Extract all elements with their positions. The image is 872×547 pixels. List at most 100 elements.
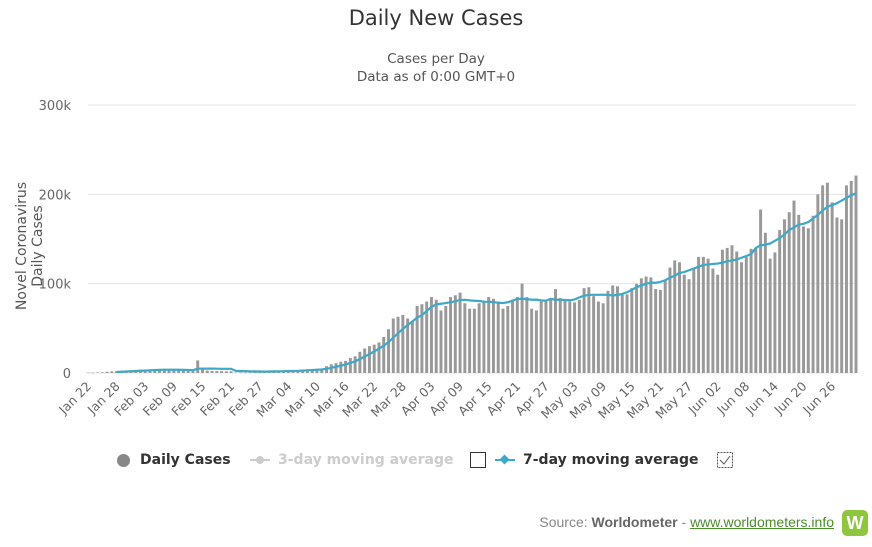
daily-cases-bar[interactable]: [582, 288, 586, 373]
daily-cases-bar[interactable]: [616, 286, 619, 373]
daily-cases-bar[interactable]: [506, 306, 510, 373]
daily-cases-bar[interactable]: [549, 297, 553, 373]
daily-cases-bar[interactable]: [830, 202, 834, 373]
daily-cases-bar[interactable]: [320, 368, 324, 373]
daily-cases-bar[interactable]: [224, 371, 228, 373]
daily-cases-bar[interactable]: [577, 299, 581, 373]
daily-cases-bar[interactable]: [701, 256, 705, 373]
daily-cases-bar[interactable]: [396, 316, 400, 373]
daily-cases-bar[interactable]: [100, 372, 104, 373]
daily-cases-bar[interactable]: [487, 297, 491, 373]
daily-cases-bar[interactable]: [534, 310, 538, 373]
daily-cases-bar[interactable]: [706, 258, 710, 373]
daily-cases-bar[interactable]: [711, 268, 715, 373]
daily-cases-bar[interactable]: [391, 318, 395, 373]
daily-cases-bar[interactable]: [792, 200, 796, 373]
legend-7day-checkbox[interactable]: [717, 452, 734, 469]
daily-cases-bar[interactable]: [606, 290, 610, 373]
daily-cases-bar[interactable]: [754, 247, 758, 373]
daily-cases-bar[interactable]: [172, 370, 176, 373]
daily-cases-bar[interactable]: [415, 306, 419, 373]
daily-cases-bar[interactable]: [472, 308, 476, 373]
daily-cases-bar[interactable]: [654, 289, 658, 373]
daily-cases-bar[interactable]: [229, 371, 233, 373]
daily-cases-bar[interactable]: [821, 185, 825, 373]
daily-cases-bar[interactable]: [425, 301, 429, 373]
daily-cases-bar[interactable]: [644, 276, 648, 373]
daily-cases-bar[interactable]: [186, 370, 190, 373]
daily-cases-bar[interactable]: [153, 369, 157, 373]
daily-cases-bar[interactable]: [720, 249, 724, 373]
daily-cases-bar[interactable]: [210, 371, 214, 373]
daily-cases-bar[interactable]: [334, 363, 338, 373]
daily-cases-bar[interactable]: [201, 368, 204, 373]
daily-cases-bar[interactable]: [177, 369, 181, 373]
daily-cases-bar[interactable]: [592, 296, 596, 373]
daily-cases-bar[interactable]: [453, 295, 457, 373]
daily-cases-bar[interactable]: [525, 297, 529, 373]
daily-cases-bar[interactable]: [449, 297, 453, 373]
daily-cases-bar[interactable]: [191, 371, 195, 373]
daily-cases-bar[interactable]: [663, 280, 667, 373]
daily-cases-bar[interactable]: [553, 289, 557, 373]
daily-cases-bar[interactable]: [234, 372, 238, 374]
daily-cases-bar[interactable]: [730, 245, 734, 373]
daily-cases-bar[interactable]: [344, 360, 348, 373]
daily-cases-bar[interactable]: [243, 372, 247, 374]
daily-cases-bar[interactable]: [635, 283, 639, 373]
daily-cases-bar[interactable]: [773, 252, 777, 373]
daily-cases-bar[interactable]: [682, 274, 686, 373]
daily-cases-bar[interactable]: [181, 370, 185, 373]
daily-cases-bar[interactable]: [763, 232, 767, 373]
daily-cases-bar[interactable]: [787, 212, 791, 373]
daily-cases-bar[interactable]: [496, 301, 500, 373]
daily-cases-bar[interactable]: [744, 256, 748, 373]
daily-cases-bar[interactable]: [420, 304, 424, 373]
daily-cases-bar[interactable]: [692, 267, 696, 373]
daily-cases-bar[interactable]: [573, 302, 577, 373]
daily-cases-bar[interactable]: [248, 372, 252, 373]
daily-cases-bar[interactable]: [658, 289, 662, 373]
daily-cases-bar[interactable]: [458, 292, 462, 373]
daily-cases-bar[interactable]: [649, 277, 653, 373]
daily-cases-bar[interactable]: [477, 303, 481, 373]
daily-cases-bar[interactable]: [520, 283, 524, 373]
daily-cases-bar[interactable]: [802, 226, 806, 373]
daily-cases-bar[interactable]: [367, 346, 371, 373]
daily-cases-bar[interactable]: [406, 318, 410, 373]
daily-cases-bar[interactable]: [444, 306, 448, 373]
daily-cases-bar[interactable]: [429, 297, 433, 373]
daily-cases-bar[interactable]: [816, 194, 820, 373]
daily-cases-bar[interactable]: [205, 370, 209, 373]
daily-cases-bar[interactable]: [434, 299, 438, 373]
daily-cases-bar[interactable]: [849, 180, 853, 373]
daily-cases-bar[interactable]: [716, 274, 720, 373]
daily-cases-bar[interactable]: [377, 342, 381, 373]
daily-cases-bar[interactable]: [239, 372, 243, 373]
daily-cases-bar[interactable]: [91, 372, 95, 374]
daily-cases-bar[interactable]: [439, 310, 443, 373]
daily-cases-bar[interactable]: [410, 321, 414, 373]
daily-cases-bar[interactable]: [353, 356, 357, 373]
daily-cases-bar[interactable]: [601, 303, 605, 373]
daily-cases-bar[interactable]: [563, 299, 567, 373]
daily-cases-bar[interactable]: [697, 256, 701, 373]
daily-cases-bar[interactable]: [854, 175, 858, 373]
daily-cases-bar[interactable]: [625, 294, 629, 373]
daily-cases-bar[interactable]: [778, 230, 782, 373]
daily-cases-bar[interactable]: [668, 267, 672, 373]
daily-cases-bar[interactable]: [725, 247, 729, 373]
daily-cases-bar[interactable]: [253, 372, 257, 373]
daily-cases-bar[interactable]: [220, 371, 224, 373]
daily-cases-bar[interactable]: [86, 372, 90, 374]
daily-cases-bar[interactable]: [530, 308, 534, 373]
daily-cases-bar[interactable]: [162, 369, 166, 373]
daily-cases-bar[interactable]: [501, 308, 505, 373]
daily-cases-bar[interactable]: [196, 360, 200, 373]
daily-cases-bar[interactable]: [515, 297, 519, 373]
daily-cases-bar[interactable]: [115, 371, 119, 373]
daily-cases-bar[interactable]: [215, 371, 219, 373]
daily-cases-bar[interactable]: [768, 258, 772, 373]
daily-cases-bar[interactable]: [348, 357, 352, 373]
daily-cases-bar[interactable]: [315, 369, 319, 373]
